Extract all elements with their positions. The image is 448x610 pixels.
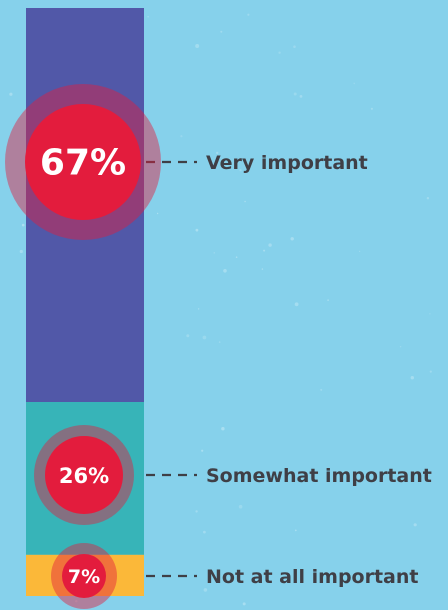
speckle (19, 249, 23, 254)
speckle (21, 223, 25, 227)
speckle (294, 302, 299, 307)
speckle (293, 45, 296, 48)
category-label-3: Not at all important (206, 566, 418, 588)
speckle (213, 252, 215, 254)
speckle (201, 449, 204, 452)
speckle (327, 299, 329, 302)
speckle (413, 523, 417, 527)
speckle (353, 82, 356, 85)
percent-label-1: 67% (40, 143, 126, 184)
marker-circle-2 (45, 436, 123, 514)
speckle (426, 197, 430, 200)
speckle (223, 269, 227, 273)
leader-lines (146, 160, 197, 578)
speckle (147, 16, 149, 18)
marker-circle-3 (62, 554, 106, 598)
speckle (247, 13, 250, 16)
speckle (195, 228, 199, 232)
speckle (293, 92, 297, 96)
speckle (235, 256, 238, 259)
speckle (218, 341, 221, 343)
speckle (358, 250, 361, 253)
speckle (180, 135, 183, 138)
speckle (261, 268, 264, 270)
speckle (242, 602, 246, 606)
speckle (216, 151, 219, 155)
speckle (203, 530, 206, 534)
speckle (239, 169, 242, 172)
speckle (396, 577, 399, 580)
speckle (290, 237, 294, 241)
speckle (294, 529, 297, 532)
category-label-2: Somewhat important (206, 465, 432, 487)
speckle (203, 588, 208, 592)
speckle (9, 92, 13, 96)
speckle (197, 308, 200, 310)
speckle (268, 243, 272, 247)
speckle (429, 370, 432, 373)
speckle (410, 376, 414, 380)
marker-circle-1 (25, 104, 141, 220)
speckle (429, 313, 431, 315)
speckle (370, 107, 373, 110)
speckle (299, 95, 303, 98)
category-labels: Very important Somewhat important Not at a… (206, 152, 432, 588)
speckle (221, 427, 225, 431)
speckle (195, 510, 198, 513)
category-label-1: Very important (206, 152, 368, 174)
speckle (220, 30, 223, 33)
speckle (244, 200, 246, 203)
speckle (186, 334, 190, 338)
speckle (399, 346, 402, 348)
percent-label-2: 26% (59, 464, 109, 488)
speckle (278, 51, 281, 54)
speckle (320, 388, 323, 391)
speckle (195, 44, 200, 48)
percent-markers: 67% 26% 7% (5, 84, 161, 609)
speckle (238, 504, 243, 509)
speckle (202, 335, 207, 340)
speckle (75, 600, 78, 603)
speckle (263, 249, 266, 252)
percent-label-3: 7% (68, 566, 100, 588)
speckle (156, 212, 159, 215)
